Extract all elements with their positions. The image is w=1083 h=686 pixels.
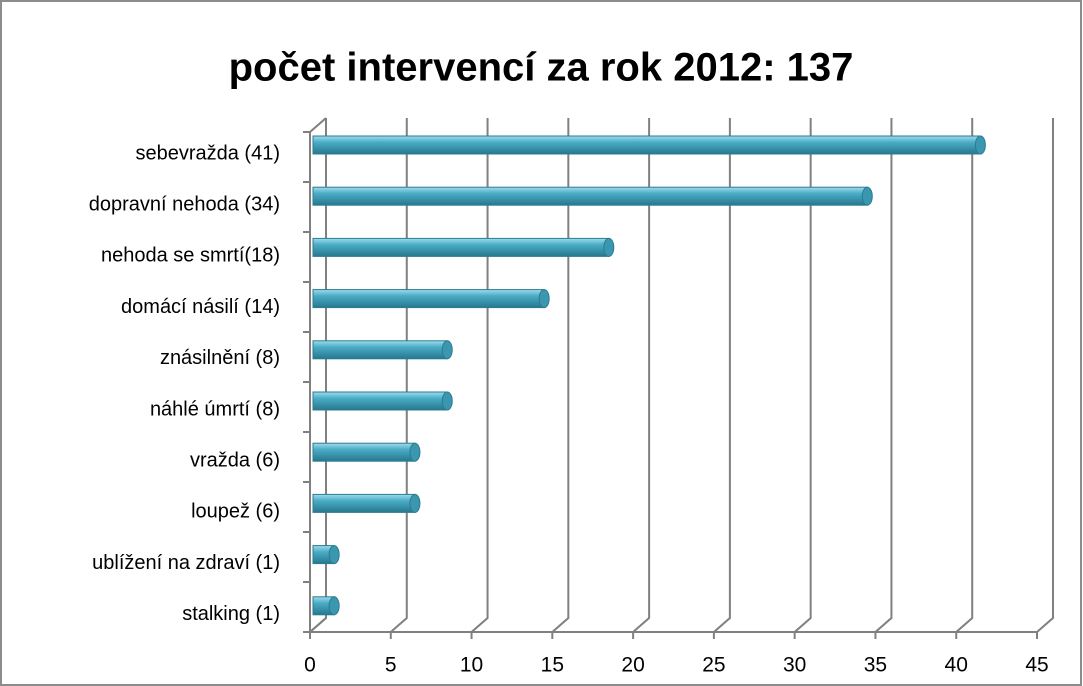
bar [312, 442, 416, 462]
chart-title: počet intervencí za rok 2012: 137 [229, 46, 854, 90]
bar [312, 186, 868, 206]
bar-cap [974, 135, 986, 155]
y-tick-label: stalking (1) [182, 603, 280, 625]
x-tick-label: 0 [304, 654, 316, 677]
bar-cap [328, 545, 340, 565]
y-tick-label: znásilnění (8) [160, 347, 280, 369]
y-tick-label: vražda (6) [190, 449, 280, 471]
x-tick-label: 5 [385, 654, 397, 677]
y-tick-label: nehoda se smrtí(18) [101, 245, 280, 267]
y-tick-label: loupež (6) [191, 501, 280, 523]
bar-cap [441, 340, 453, 360]
bar-cap [538, 289, 550, 309]
y-tick-label: dopravní nehoda (34) [89, 193, 280, 215]
grid-line [551, 118, 570, 633]
bar [312, 289, 545, 309]
grid-line [955, 118, 974, 633]
grid-line [874, 118, 893, 633]
grid-line [390, 118, 408, 633]
grid-line [632, 118, 651, 633]
bar-cap [603, 237, 615, 257]
grid-line [470, 118, 489, 633]
bar-cap [409, 493, 421, 513]
x-tick-label: 35 [864, 654, 887, 677]
x-tick-label: 30 [783, 654, 806, 677]
x-tick-label: 20 [621, 654, 644, 677]
bar [312, 135, 981, 155]
bar [312, 493, 416, 513]
axis-line [309, 117, 327, 133]
y-tick-label: náhlé úmrtí (8) [150, 398, 280, 420]
grid-line [794, 118, 812, 633]
bar-cap [441, 391, 453, 411]
bar [312, 340, 448, 360]
x-tick-label: 45 [1025, 654, 1048, 677]
x-tick-label: 25 [702, 654, 725, 677]
x-tick-label: 15 [541, 654, 564, 677]
grid-line [309, 118, 327, 633]
grid-line [1036, 118, 1054, 633]
y-tick-label: sebevražda (41) [135, 142, 280, 164]
grid-line [713, 118, 731, 633]
x-tick-label: 10 [460, 654, 483, 677]
bar [312, 391, 448, 411]
x-tick-label: 40 [945, 654, 968, 677]
y-tick-label: domácí násilí (14) [121, 296, 280, 318]
y-tick-label: ublížení na zdraví (1) [92, 552, 280, 574]
bar-cap [861, 186, 873, 206]
bar-cap [328, 596, 340, 616]
bar-cap [409, 442, 421, 462]
bar [312, 237, 610, 257]
